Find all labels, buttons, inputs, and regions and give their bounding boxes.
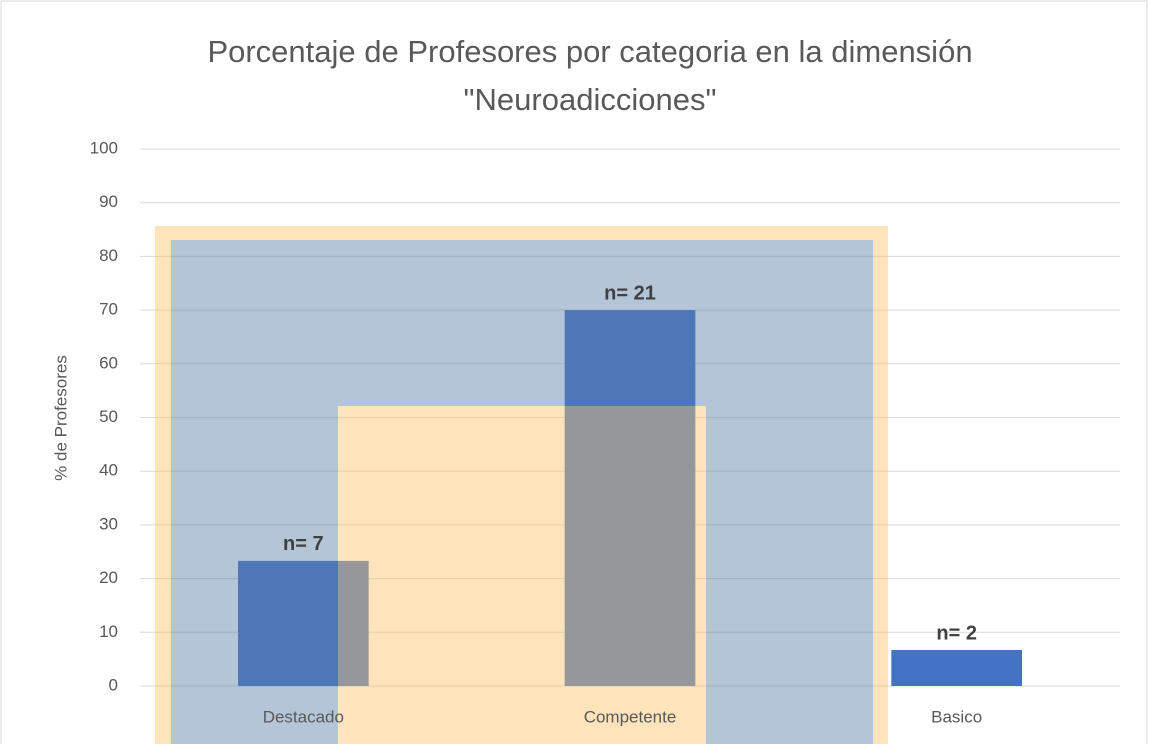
y-tick-label: 40: [99, 461, 118, 480]
page: % de Profesores 0 10 20 30 40 50 60 70 80 90 100 D…: [0, 0, 1149, 744]
y-axis-label: % de Profesores: [51, 355, 70, 481]
bar: [891, 650, 1022, 686]
y-tick-label: 0: [109, 675, 118, 694]
x-tick-label: Destacado: [263, 707, 344, 726]
y-tick-label: 70: [99, 300, 118, 319]
annotation: n= 21: [604, 282, 656, 304]
y-tick-label: 20: [99, 568, 118, 587]
y-tick-label: 60: [99, 353, 118, 372]
x-tick-label: Basico: [931, 707, 982, 726]
y-tick-label: 100: [90, 138, 118, 157]
y-tick-label: 50: [99, 407, 118, 426]
y-tick-label: 80: [99, 246, 118, 265]
y-tick-label: 90: [99, 192, 118, 211]
x-tick-label: Competente: [584, 707, 677, 726]
annotation: n= 2: [936, 622, 977, 644]
watermark: [155, 226, 888, 744]
annotation: n= 7: [283, 533, 324, 555]
y-tick-label: 30: [99, 514, 118, 533]
chart-title: Porcentaje de Profesores por categoria e…: [150, 28, 1030, 124]
watermark-inner: [338, 406, 706, 744]
y-tick-label: 10: [99, 622, 118, 641]
